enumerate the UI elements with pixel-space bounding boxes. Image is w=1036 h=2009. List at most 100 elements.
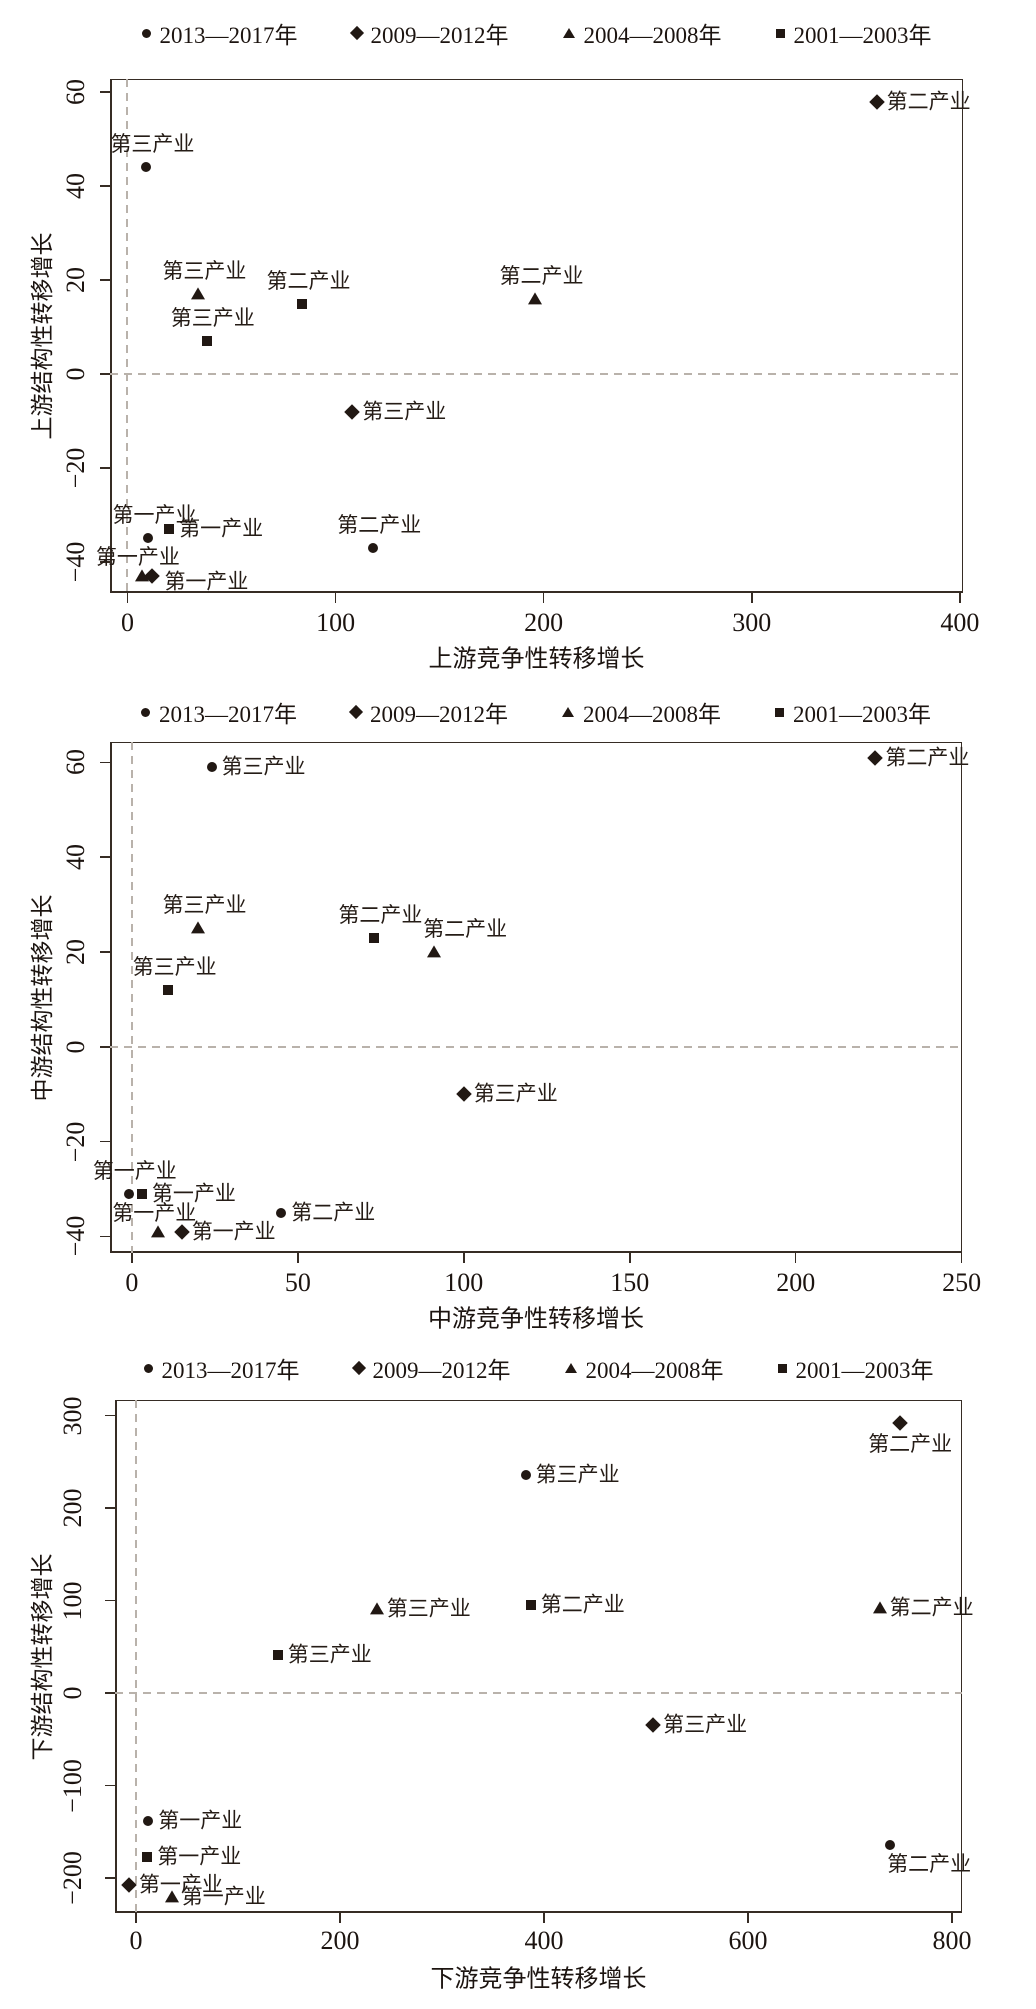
legend-item-circle: 2013—2017年 xyxy=(141,16,298,50)
legend-label: 2013—2017年 xyxy=(161,1358,300,1383)
point-label: 第二产业 xyxy=(540,1592,625,1617)
square-legend-marker-icon xyxy=(777,1363,787,1373)
circle-legend-marker-icon xyxy=(143,1363,153,1373)
point-label: 第一产业 xyxy=(157,1844,242,1869)
y-tick-label: 0 xyxy=(58,1686,87,1700)
x-tick xyxy=(543,1913,545,1923)
zero-line-horizontal xyxy=(115,1692,962,1695)
x-tick xyxy=(629,1253,631,1263)
point-label: 第一产业 xyxy=(112,1200,197,1225)
point-label: 第二产业 xyxy=(499,263,584,288)
x-tick xyxy=(334,593,337,603)
point-label: 第一产业 xyxy=(181,1884,266,1909)
legend-item-circle: 2013—2017年 xyxy=(143,1351,300,1385)
x-tick xyxy=(751,593,753,603)
x-axis-title: 上游竞争性转移增长 xyxy=(428,646,645,673)
legend: 2013—2017年 2009—2012年 2004—2008年 2001—2003年 xyxy=(115,1352,962,1384)
point-label: 第二产业 xyxy=(868,1431,953,1456)
x-tick-label: 150 xyxy=(610,1268,650,1297)
triangle-marker xyxy=(191,287,206,300)
legend-label: 2009—2012年 xyxy=(370,702,508,727)
circle-marker xyxy=(206,762,217,773)
legend-item-diamond: 2009—2012年 xyxy=(351,1351,511,1385)
legend-label: 2013—2017年 xyxy=(159,23,298,48)
y-tick xyxy=(100,91,110,93)
point-label: 第三产业 xyxy=(287,1642,372,1667)
zero-line-horizontal xyxy=(110,1045,962,1048)
x-axis-title: 下游竞争性转移增长 xyxy=(430,1966,647,1993)
x-tick-label: 0 xyxy=(125,1268,139,1297)
x-tick-label: 400 xyxy=(940,608,980,637)
point-label: 第二产业 xyxy=(338,902,423,927)
legend-label: 2009—2012年 xyxy=(370,23,509,48)
y-tick xyxy=(105,1877,115,1879)
x-tick-label: 800 xyxy=(932,1926,972,1955)
triangle-marker xyxy=(426,945,441,958)
x-tick-label: 250 xyxy=(942,1268,982,1297)
triangle-marker xyxy=(151,1225,166,1238)
plot-area xyxy=(110,79,963,593)
point-label: 第一产业 xyxy=(151,1181,236,1206)
legend: 2013—2017年 2009—2012年 2004—2008年 2001—2003年 xyxy=(110,696,962,728)
y-tick-label: −200 xyxy=(58,1851,87,1905)
circle-marker xyxy=(123,1188,134,1199)
point-label: 第三产业 xyxy=(162,893,247,918)
y-tick xyxy=(100,951,110,953)
y-tick xyxy=(100,761,110,764)
legend-item-circle: 2013—2017年 xyxy=(141,695,297,729)
x-tick-label: 0 xyxy=(120,608,134,637)
legend-item-triangle: 2004—2008年 xyxy=(564,1351,724,1385)
circle-marker xyxy=(143,1815,154,1826)
y-axis-title: 下游结构性转移增长 xyxy=(30,1553,55,1760)
point-label: 第三产业 xyxy=(132,954,217,979)
x-tick xyxy=(297,1253,299,1263)
x-tick-label: 0 xyxy=(129,1926,143,1955)
circle-marker xyxy=(520,1469,531,1480)
point-label: 第二产业 xyxy=(886,89,971,113)
zero-line-vertical xyxy=(135,1400,137,1913)
diamond-legend-marker-icon xyxy=(351,1360,366,1376)
legend-item-diamond: 2009—2012年 xyxy=(348,695,508,729)
x-tick-label: 200 xyxy=(776,1268,816,1297)
legend-item-square: 2001—2003年 xyxy=(777,1351,934,1385)
triangle-marker xyxy=(135,569,150,582)
y-tick xyxy=(100,1140,110,1143)
legend-label: 2001—2003年 xyxy=(793,23,932,48)
x-tick xyxy=(339,1913,341,1923)
point-label: 第一产业 xyxy=(95,544,180,569)
square-marker xyxy=(163,984,174,995)
legend-label: 2004—2008年 xyxy=(585,1358,724,1383)
x-tick xyxy=(126,593,129,603)
square-marker xyxy=(369,932,380,943)
triangle-legend-marker-icon xyxy=(564,1363,577,1373)
x-tick xyxy=(794,1253,797,1263)
point-label: 第一产业 xyxy=(92,1158,177,1183)
y-tick xyxy=(105,1599,115,1602)
y-tick xyxy=(100,373,110,375)
y-tick xyxy=(100,467,110,469)
circle-marker xyxy=(884,1839,895,1850)
legend-item-triangle: 2004—2008年 xyxy=(562,695,721,729)
legend-label: 2004—2008年 xyxy=(583,702,721,727)
x-tick xyxy=(959,593,961,603)
triangle-marker xyxy=(528,292,543,305)
y-tick xyxy=(100,279,110,281)
point-label: 第三产业 xyxy=(535,1462,620,1487)
circle-legend-marker-icon xyxy=(141,28,151,38)
square-marker xyxy=(142,1851,153,1862)
zero-line-vertical xyxy=(126,79,129,593)
point-label: 第三产业 xyxy=(162,259,247,284)
point-label: 第二产业 xyxy=(889,1595,974,1620)
x-axis-title: 中游竞争性转移增长 xyxy=(428,1306,644,1333)
x-tick xyxy=(131,1253,133,1263)
y-tick xyxy=(105,1784,115,1787)
point-label: 第三产业 xyxy=(170,306,255,331)
point-label: 第三产业 xyxy=(386,1596,471,1621)
point-label: 第三产业 xyxy=(473,1081,558,1106)
x-tick-label: 100 xyxy=(316,608,356,637)
x-tick xyxy=(960,1253,963,1263)
square-legend-marker-icon xyxy=(775,28,785,38)
x-tick-label: 50 xyxy=(284,1268,311,1297)
y-tick-label: 200 xyxy=(58,1488,87,1528)
